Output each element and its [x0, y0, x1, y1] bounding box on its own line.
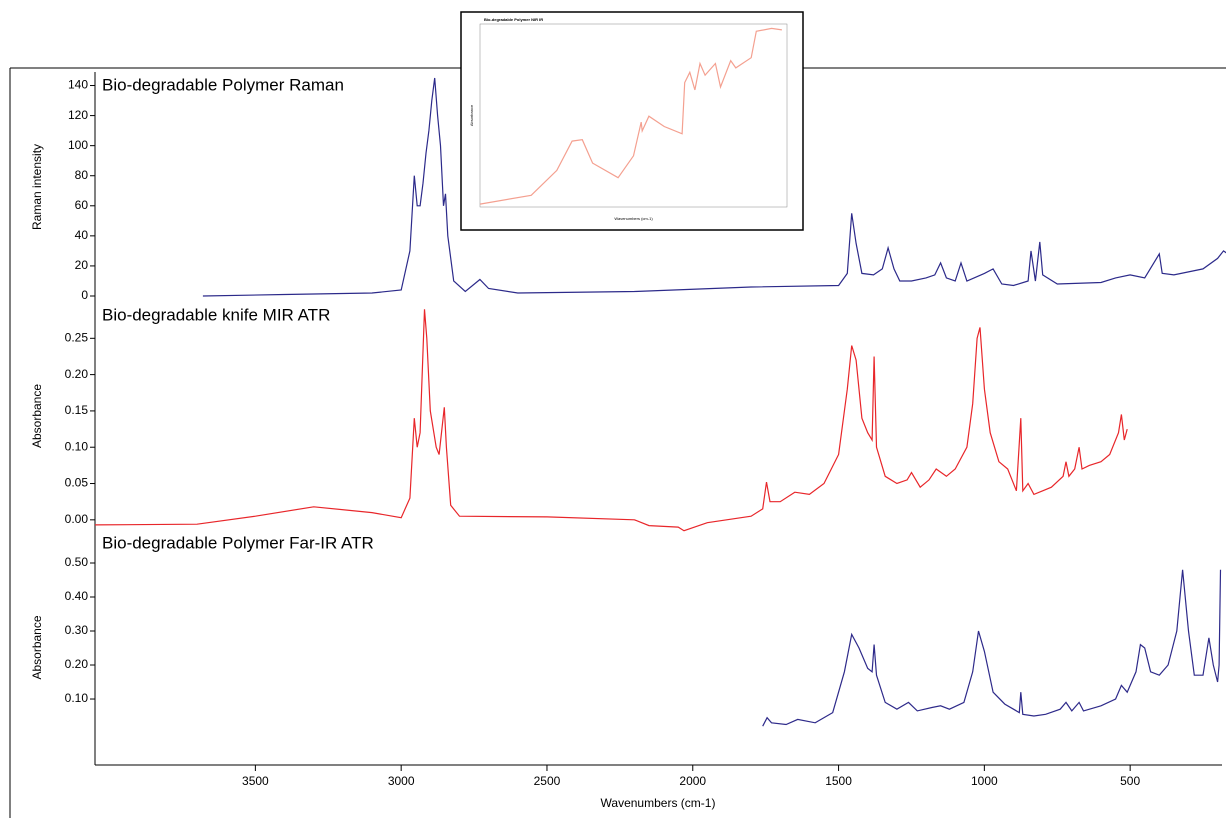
x-tick-label: 1000 — [971, 774, 998, 788]
y-tick-label: 120 — [68, 108, 88, 122]
spectrum-line — [762, 569, 1222, 727]
y-tick-label: 0.05 — [65, 476, 89, 490]
y-tick-label: 0.25 — [65, 330, 89, 344]
panel-title: Bio-degradable knife MIR ATR — [102, 305, 330, 324]
y-tick-label: 0.20 — [65, 657, 89, 671]
y-tick-label: 60 — [75, 198, 89, 212]
y-tick-label: 0.15 — [65, 403, 89, 417]
spectrum-line — [479, 27, 782, 205]
y-tick-label: 80 — [75, 168, 89, 182]
spectrum-line — [94, 309, 1128, 532]
y-axis-label: Raman intensity — [30, 144, 44, 230]
y-tick-label: 0.50 — [65, 555, 89, 569]
y-tick-label: 0 — [81, 288, 88, 302]
inset-title: Bio-degradable Polymer NIR IR — [484, 17, 543, 22]
spectrum-line — [202, 77, 1226, 297]
inset-y-label: Absorbance — [469, 104, 474, 126]
y-tick-label: 140 — [68, 78, 88, 92]
x-tick-label: 3000 — [388, 774, 415, 788]
x-tick-label: 2000 — [679, 774, 706, 788]
x-axis-label: Wavenumbers (cm-1) — [601, 796, 716, 810]
x-tick-label: 500 — [1120, 774, 1140, 788]
y-tick-label: 100 — [68, 138, 88, 152]
y-tick-label: 0.40 — [65, 589, 89, 603]
inset-frame — [460, 11, 804, 231]
y-tick-label: 0.10 — [65, 439, 89, 453]
inset-x-label: Wavenumbers (cm-1) — [614, 216, 653, 221]
y-tick-label: 0.20 — [65, 367, 89, 381]
x-tick-label: 3500 — [242, 774, 269, 788]
y-tick-label: 0.00 — [65, 512, 89, 526]
y-tick-label: 20 — [75, 258, 89, 272]
y-tick-label: 0.10 — [65, 691, 89, 705]
inset-plot-area — [479, 23, 788, 208]
x-tick-label: 1500 — [825, 774, 852, 788]
y-axis-label: Absorbance — [30, 615, 44, 679]
y-tick-label: 40 — [75, 228, 89, 242]
x-tick-label: 2500 — [534, 774, 561, 788]
panel-title: Bio-degradable Polymer Far-IR ATR — [102, 533, 374, 552]
y-axis-label: Absorbance — [30, 384, 44, 448]
panel-title: Bio-degradable Polymer Raman — [102, 75, 344, 94]
y-tick-label: 0.30 — [65, 623, 89, 637]
